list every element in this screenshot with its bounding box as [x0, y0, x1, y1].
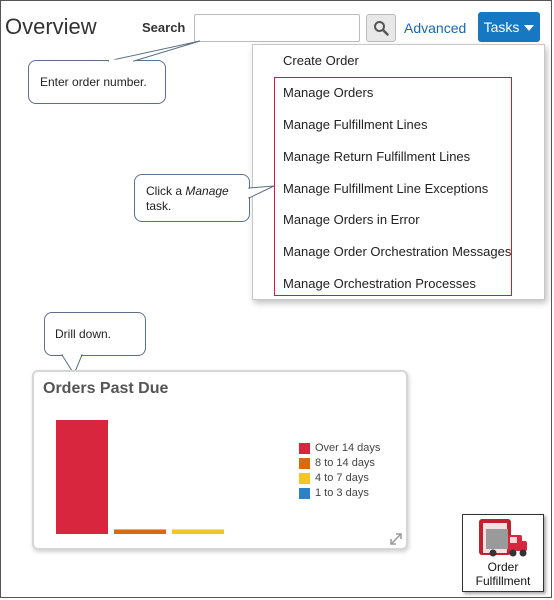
- tile-label-line1: Order: [487, 560, 519, 574]
- legend-label: 4 to 7 days: [315, 472, 369, 484]
- menu-item-manage-fulfillment-lines[interactable]: Manage Fulfillment Lines: [283, 117, 428, 132]
- callout-pointer: [107, 40, 201, 62]
- tasks-button-label: Tasks: [483, 19, 520, 35]
- tasks-menu: Create Order Manage Orders Manage Fulfil…: [252, 44, 545, 300]
- callout-click-manage-task: Click a Manage task.: [134, 174, 250, 222]
- tasks-button[interactable]: Tasks: [478, 12, 540, 42]
- search-label: Search: [142, 20, 186, 35]
- magnifier-icon: [374, 21, 389, 36]
- legend-item-over-14-days: Over 14 days: [299, 442, 380, 454]
- truck-icon: [479, 519, 527, 557]
- legend-item-4-to-7-days: 4 to 7 days: [299, 472, 369, 484]
- order-fulfillment-tile[interactable]: Order Fulfillment: [462, 514, 544, 592]
- callout-manage-text: Click a Manage task.: [146, 184, 229, 214]
- legend-item-8-to-14-days: 8 to 14 days: [299, 457, 375, 469]
- callout-drill-down-text: Drill down.: [55, 327, 112, 341]
- legend-swatch: [299, 442, 310, 454]
- bar-over-14-days[interactable]: [56, 420, 108, 534]
- menu-item-manage-return-fulfillment-lines[interactable]: Manage Return Fulfillment Lines: [283, 149, 471, 164]
- menu-item-manage-fulfillment-line-exceptions[interactable]: Manage Fulfillment Line Exceptions: [283, 181, 489, 196]
- callout-pointer: [61, 354, 83, 376]
- legend-label: 8 to 14 days: [315, 457, 375, 469]
- bar-4-to-7-days[interactable]: [172, 529, 224, 534]
- menu-item-create-order[interactable]: Create Order: [283, 53, 359, 68]
- advanced-search-link[interactable]: Advanced: [404, 20, 467, 36]
- legend-swatch: [299, 457, 310, 469]
- callout-drill-down: Drill down.: [44, 312, 146, 356]
- callout-manage-prefix: Click a: [146, 184, 183, 198]
- tile-label-line2: Fulfillment: [475, 574, 531, 588]
- search-button[interactable]: [366, 14, 396, 42]
- legend-swatch: [299, 487, 310, 499]
- menu-item-manage-order-orchestration-messages[interactable]: Manage Order Orchestration Messages: [283, 244, 512, 259]
- callout-order-number-text: Enter order number.: [40, 75, 147, 89]
- legend-swatch: [299, 472, 310, 484]
- callout-pointer: [248, 185, 275, 199]
- legend-label: 1 to 3 days: [315, 487, 369, 499]
- orders-past-due-widget[interactable]: Orders Past Due Over 14 days 8 to 14 day…: [32, 370, 408, 550]
- legend-item-1-to-3-days: 1 to 3 days: [299, 487, 369, 499]
- menu-item-manage-orders[interactable]: Manage Orders: [283, 85, 374, 100]
- orders-past-due-chart[interactable]: [34, 372, 406, 548]
- menu-item-manage-orchestration-processes[interactable]: Manage Orchestration Processes: [283, 276, 476, 291]
- legend-label: Over 14 days: [315, 442, 381, 454]
- manage-tasks-highlight: [274, 77, 512, 296]
- caret-down-icon: [524, 25, 535, 31]
- callout-manage-emphasis: Manage: [185, 184, 229, 198]
- callout-enter-order-number: Enter order number.: [28, 60, 166, 104]
- callout-manage-suffix: task.: [146, 199, 172, 213]
- search-input[interactable]: [194, 14, 360, 42]
- page-title: Overview: [5, 14, 97, 39]
- widget-title: Orders Past Due: [43, 380, 169, 397]
- expand-icon[interactable]: [390, 533, 402, 545]
- menu-item-manage-orders-in-error[interactable]: Manage Orders in Error: [283, 212, 420, 227]
- bar-8-to-14-days[interactable]: [114, 529, 166, 534]
